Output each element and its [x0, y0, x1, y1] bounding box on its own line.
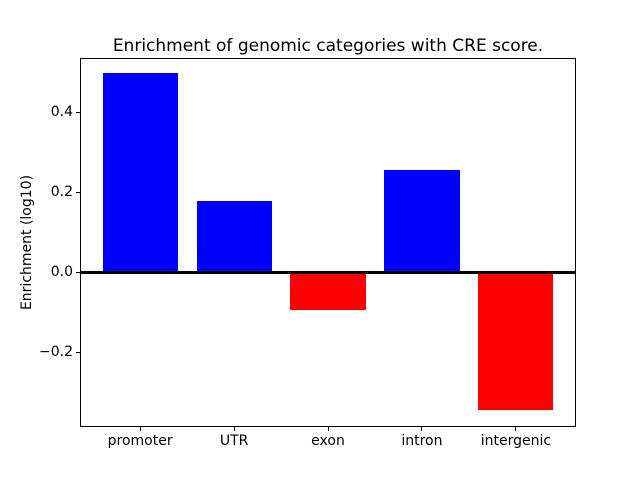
bar-intron [384, 169, 460, 273]
x-tick-mark [139, 427, 141, 431]
x-tick-mark [327, 427, 329, 431]
y-tick-mark [76, 352, 80, 354]
y-tick-mark [76, 192, 80, 194]
x-tick-mark [233, 427, 235, 431]
zero-line [80, 271, 576, 275]
x-tick-label-promoter: promoter [107, 433, 173, 449]
x-tick-label-exon: exon [311, 433, 345, 449]
bar-intergenic [478, 272, 554, 410]
y-tick-mark [76, 112, 80, 114]
y-tick-label: 0.2 [50, 183, 73, 200]
bar-UTR [196, 200, 272, 273]
x-tick-label-UTR: UTR [219, 433, 249, 449]
x-tick-mark [421, 427, 423, 431]
y-tick-mark [76, 272, 80, 274]
bar-promoter [102, 72, 178, 273]
y-tick-label: −0.2 [39, 343, 73, 360]
x-tick-label-intron: intron [401, 433, 443, 449]
y-tick-label: 0.4 [50, 103, 73, 120]
bar-exon [290, 272, 366, 310]
x-tick-mark [515, 427, 517, 431]
chart-title: Enrichment of genomic categories with CR… [112, 36, 544, 56]
x-tick-label-intergenic: intergenic [480, 433, 552, 449]
y-tick-label: 0.0 [50, 263, 73, 280]
